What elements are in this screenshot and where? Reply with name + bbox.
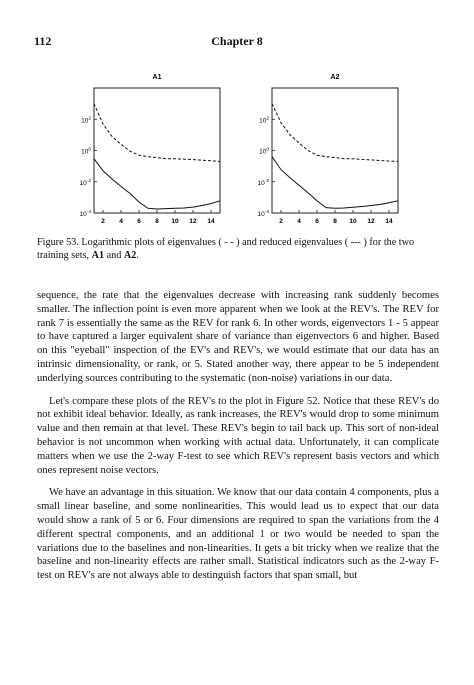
caption-set-a1: A1 xyxy=(91,250,105,261)
chapter-title: Chapter 8 xyxy=(211,34,263,48)
x-tick-label: 2 xyxy=(101,218,105,225)
caption-end: . xyxy=(136,250,139,261)
x-tick-label: 14 xyxy=(207,218,215,225)
x-tick-label: 12 xyxy=(189,218,197,225)
plot-frame xyxy=(271,87,399,214)
caption-and: and xyxy=(104,250,124,261)
paragraph: Let's compare these plots of the REV's t… xyxy=(37,395,439,476)
x-tick-label: 8 xyxy=(333,218,337,225)
reduced-eigenvalue-line xyxy=(271,156,399,209)
eigenvalue-line xyxy=(93,103,221,162)
reduced-eigenvalue-line xyxy=(93,158,221,210)
x-tick-label: 10 xyxy=(171,218,179,225)
page-header: 112 Chapter 8 xyxy=(34,34,440,50)
x-tick-label: 4 xyxy=(119,218,123,225)
y-tick-label: 10-4 xyxy=(258,209,270,218)
x-tick-label: 12 xyxy=(367,218,375,225)
x-tick-label: 8 xyxy=(155,218,159,225)
x-tick-label: 6 xyxy=(315,218,319,225)
y-tick-label: 102 xyxy=(81,115,91,124)
plot-frame xyxy=(93,87,221,214)
x-tick-label: 2 xyxy=(279,218,283,225)
paragraph: We have an advantage in this situation. … xyxy=(37,487,439,582)
caption-set-a2: A2 xyxy=(123,250,137,261)
y-tick-label: 10-4 xyxy=(80,209,92,218)
page-number: 112 xyxy=(34,34,52,48)
y-tick-label: 102 xyxy=(259,115,269,124)
x-tick-label: 10 xyxy=(349,218,357,225)
y-tick-label: 10-2 xyxy=(80,178,92,187)
y-tick-label: 100 xyxy=(259,147,269,156)
x-tick-label: 14 xyxy=(385,218,393,225)
paragraph: sequence, the rate that the eigenvalues … xyxy=(37,290,439,384)
y-tick-label: 10-2 xyxy=(258,178,270,187)
x-tick-label: 6 xyxy=(137,218,141,225)
body-text: sequence, the rate that the eigenvalues … xyxy=(37,289,439,592)
y-tick-label: 100 xyxy=(81,147,91,156)
chart-title: A2 xyxy=(331,74,340,81)
figure-caption: Figure 53. Logarithmic plots of eigenval… xyxy=(37,236,437,262)
caption-text: Figure 53. Logarithmic plots of eigenval… xyxy=(37,237,415,261)
eigenvalue-line xyxy=(271,103,399,162)
chart-title: A1 xyxy=(153,74,162,81)
x-tick-label: 4 xyxy=(297,218,301,225)
